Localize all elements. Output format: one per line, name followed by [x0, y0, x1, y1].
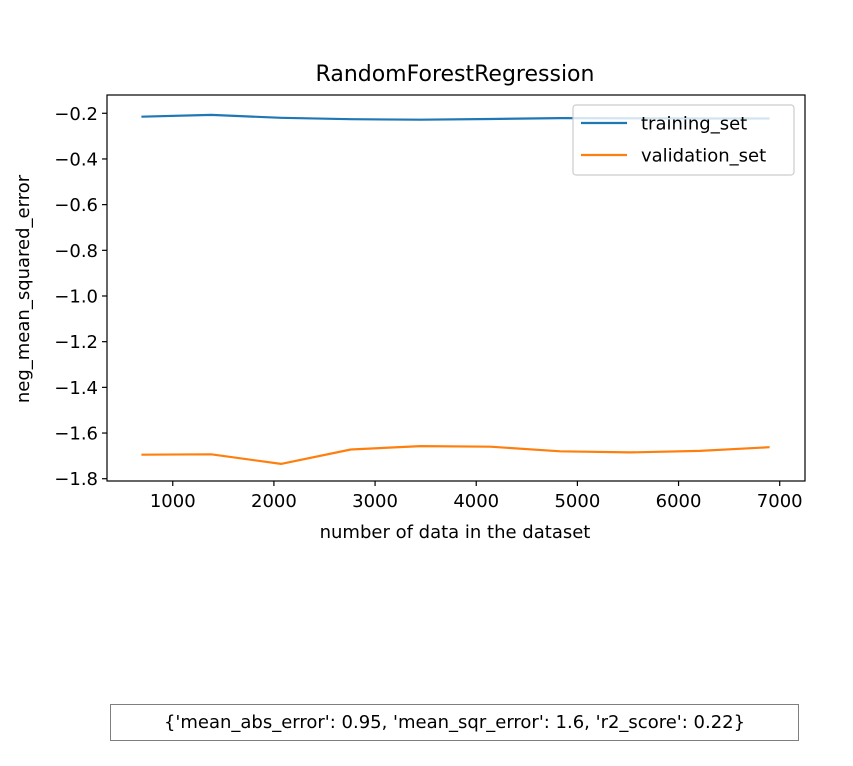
y-tick-label: −0.8 [54, 241, 98, 262]
x-tick-label: 3000 [352, 491, 398, 512]
y-tick-label: −1.8 [54, 469, 98, 490]
y-tick-label: −1.4 [54, 378, 98, 399]
legend-label: training_set [641, 114, 747, 135]
chart-title: RandomForestRegression [316, 62, 595, 87]
x-tick-label: 1000 [150, 491, 196, 512]
y-tick-label: −0.6 [54, 195, 98, 216]
y-tick-label: −1.2 [54, 332, 98, 353]
y-tick-label: −1.0 [54, 286, 98, 307]
metrics-summary-box: {'mean_abs_error': 0.95, 'mean_sqr_error… [110, 704, 799, 741]
y-tick-label: −0.2 [54, 104, 98, 125]
legend: training_set validation_set [572, 104, 795, 176]
y-tick-label: −0.4 [54, 149, 98, 170]
x-tick-label: 6000 [656, 491, 702, 512]
y-tick-label: −1.6 [54, 424, 98, 445]
metrics-summary-text: {'mean_abs_error': 0.95, 'mean_sqr_error… [163, 712, 746, 733]
x-axis-label: number of data in the dataset [320, 522, 591, 543]
y-axis: −0.2 −0.4 −0.6 −0.8 −1.0 −1.2 −1.4 −1.6 −1.8 [54, 104, 107, 490]
legend-box [572, 104, 795, 176]
legend-label: validation_set [641, 146, 766, 167]
x-tick-label: 5000 [554, 491, 600, 512]
y-axis-label: neg_mean_squared_error [13, 174, 34, 403]
x-tick-label: 4000 [453, 491, 499, 512]
series-line-validation-set [141, 445, 770, 465]
x-axis: 1000 2000 3000 4000 5000 6000 7000 [150, 481, 803, 512]
x-tick-label: 7000 [757, 491, 803, 512]
x-tick-label: 2000 [251, 491, 297, 512]
axes-frame [106, 94, 806, 482]
